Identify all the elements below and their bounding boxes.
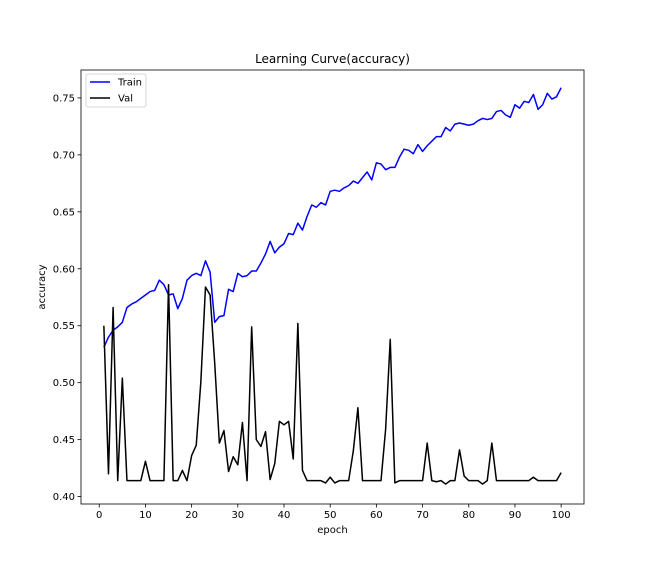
y-tick-label: 0.60 (53, 264, 75, 275)
axis-ticks: 0 10 20 30 40 50 60 70 80 90 100 0.40 0.45 0.50 0.55 0.… (53, 93, 571, 521)
x-tick-label: 80 (462, 510, 475, 521)
y-tick-label: 0.65 (53, 207, 75, 218)
x-tick-label: 90 (509, 510, 522, 521)
plot-area-frame (80, 69, 585, 505)
x-tick-label: 60 (370, 510, 383, 521)
series-lines (103, 87, 562, 485)
y-axis-label: accuracy (37, 264, 48, 309)
x-axis-label: epoch (317, 525, 347, 536)
x-tick-label: 50 (324, 510, 337, 521)
y-tick-label: 0.40 (53, 492, 75, 503)
series-line-train (103, 87, 562, 348)
y-tick-label: 0.50 (53, 378, 75, 389)
x-tick-label: 10 (139, 510, 152, 521)
x-tick-label: 100 (552, 510, 571, 521)
x-tick-label: 30 (231, 510, 244, 521)
x-tick-label: 40 (278, 510, 291, 521)
x-tick-label: 70 (416, 510, 429, 521)
legend-label-val: Val (118, 94, 133, 105)
x-tick-label: 20 (185, 510, 198, 521)
legend: Train Val (85, 73, 147, 108)
legend-label-train: Train (117, 78, 142, 89)
chart-title: Learning Curve(accuracy) (255, 52, 410, 66)
x-tick-label: 0 (96, 510, 102, 521)
series-line-val (103, 283, 562, 485)
y-tick-label: 0.75 (53, 93, 75, 104)
y-tick-label: 0.55 (53, 321, 75, 332)
y-tick-label: 0.70 (53, 150, 75, 161)
y-tick-label: 0.45 (53, 435, 75, 446)
